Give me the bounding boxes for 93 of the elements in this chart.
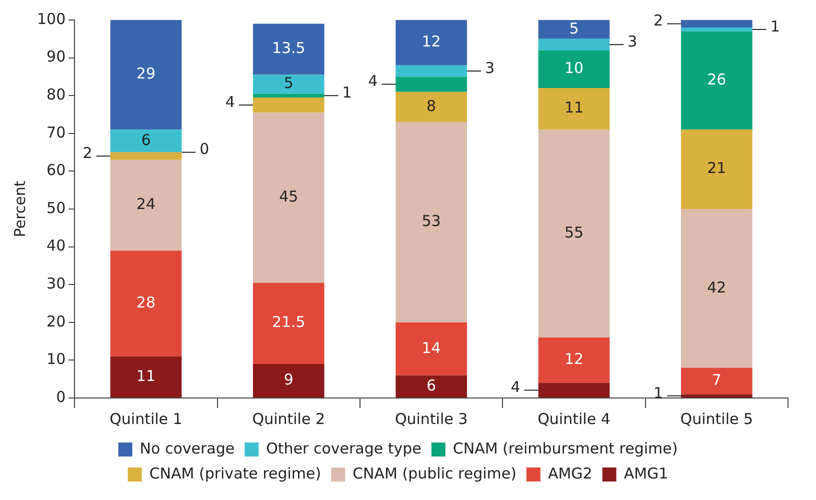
bar bbox=[680, 28, 752, 32]
data-label: 3 bbox=[484, 58, 495, 77]
bar bbox=[252, 364, 324, 398]
bar bbox=[680, 31, 752, 130]
bar bbox=[110, 356, 182, 398]
bar bbox=[252, 74, 324, 94]
legend-label: Other coverage type bbox=[266, 439, 422, 458]
bar bbox=[396, 20, 467, 66]
annotation: 0 bbox=[200, 140, 210, 158]
bar bbox=[538, 50, 610, 88]
y-tick-label: 10 bbox=[46, 350, 66, 368]
bar bbox=[396, 322, 467, 376]
data-label: 4 bbox=[510, 378, 520, 396]
bar bbox=[396, 375, 467, 398]
data-label: 45 bbox=[279, 188, 298, 206]
data-label: 53 bbox=[422, 212, 441, 230]
y-tick-label: 40 bbox=[46, 236, 66, 255]
y-tick-label: 30 bbox=[46, 274, 66, 292]
data-label: 8 bbox=[426, 96, 436, 115]
data-label: 42 bbox=[707, 278, 726, 296]
bar bbox=[110, 130, 182, 152]
data-label: 1 bbox=[653, 384, 663, 402]
y-tick-label: 90 bbox=[46, 48, 66, 66]
bar bbox=[110, 20, 182, 130]
data-label: 55 bbox=[564, 223, 584, 242]
bar bbox=[110, 152, 182, 160]
bar bbox=[538, 338, 610, 383]
x-tick-label: Quintile 4 bbox=[538, 410, 610, 428]
data-label: 10 bbox=[564, 59, 584, 78]
legend-label: No coverage bbox=[140, 439, 235, 458]
bar bbox=[252, 94, 324, 98]
data-label: 12 bbox=[564, 350, 584, 368]
data-label: 3 bbox=[628, 32, 638, 50]
data-label: 6 bbox=[426, 376, 436, 394]
data-label: 2 bbox=[82, 144, 92, 162]
bar bbox=[396, 76, 467, 92]
data-label: 21 bbox=[707, 159, 726, 178]
bar bbox=[252, 97, 324, 113]
bar bbox=[110, 160, 182, 251]
bar bbox=[680, 394, 752, 398]
y-tick-label: 80 bbox=[46, 85, 66, 104]
data-label: 1 bbox=[770, 17, 780, 36]
bar bbox=[110, 250, 182, 356]
bar bbox=[396, 92, 467, 122]
y-axis-title: Percent bbox=[10, 180, 29, 238]
bar bbox=[538, 130, 610, 338]
legend-label: CNAM (reimbursment regime) bbox=[452, 439, 678, 458]
bar bbox=[538, 38, 610, 50]
x-tick-label: Quintile 3 bbox=[394, 410, 468, 428]
y-tick-label: 20 bbox=[46, 312, 66, 330]
y-tick-label: 60 bbox=[46, 161, 66, 180]
y-tick-label: 0 bbox=[56, 388, 66, 406]
data-label: 13.5 bbox=[272, 39, 306, 58]
bar bbox=[538, 382, 610, 398]
bar bbox=[252, 24, 324, 75]
data-label: 2 bbox=[653, 12, 663, 30]
data-label: 24 bbox=[136, 195, 156, 214]
bar bbox=[680, 368, 752, 394]
data-label: 12 bbox=[422, 32, 441, 51]
bar bbox=[396, 122, 467, 322]
data-label: 21.5 bbox=[272, 313, 306, 332]
bar bbox=[680, 130, 752, 209]
legend-label: AMG1 bbox=[624, 464, 668, 482]
x-tick-label: Quintile 2 bbox=[252, 410, 326, 428]
legend-label: CNAM (public regime) bbox=[352, 464, 516, 482]
data-label: 29 bbox=[136, 64, 156, 83]
bar bbox=[252, 282, 324, 364]
data-label: 28 bbox=[136, 293, 156, 312]
y-tick-label: 70 bbox=[46, 123, 66, 142]
bar bbox=[680, 20, 752, 28]
bar bbox=[252, 112, 324, 283]
data-label: 6 bbox=[141, 130, 151, 149]
bar bbox=[396, 65, 467, 77]
legend-label: CNAM (private regime) bbox=[149, 464, 322, 482]
data-label: 5 bbox=[569, 19, 579, 38]
data-label: 9 bbox=[284, 370, 294, 389]
bar bbox=[680, 209, 752, 368]
data-label: 5 bbox=[284, 74, 294, 92]
data-label: 26 bbox=[707, 70, 726, 88]
x-tick-label: Quintile 5 bbox=[680, 410, 754, 428]
data-label: 11 bbox=[564, 98, 584, 117]
data-label: 4 bbox=[225, 92, 235, 111]
y-tick-label: 50 bbox=[46, 198, 66, 217]
bar bbox=[538, 88, 610, 130]
x-tick-label: Quintile 1 bbox=[110, 410, 182, 428]
data-label: 7 bbox=[712, 370, 722, 389]
data-label: 11 bbox=[136, 366, 156, 385]
data-label: 1 bbox=[342, 83, 352, 102]
bar bbox=[538, 20, 610, 39]
data-label: 14 bbox=[422, 338, 441, 357]
y-tick-label: 100 bbox=[36, 10, 66, 28]
data-label: 4 bbox=[368, 72, 378, 90]
legend-label: AMG2 bbox=[548, 464, 592, 482]
